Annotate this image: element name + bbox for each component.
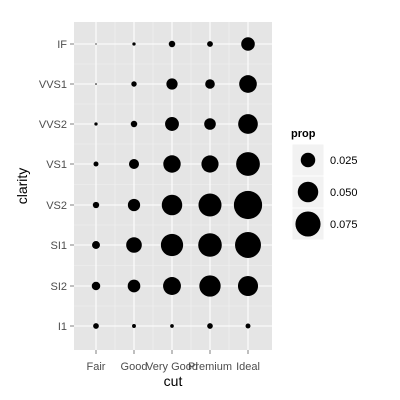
data-point (95, 43, 97, 45)
x-tick-label: Very Good (146, 361, 198, 373)
x-tick-label: Premium (188, 361, 232, 373)
data-point (163, 277, 181, 295)
data-point (166, 78, 178, 90)
data-point (131, 81, 137, 87)
data-point (132, 324, 136, 328)
legend-title: prop (291, 128, 316, 140)
legend-label: 0.025 (330, 155, 358, 167)
legend-keys: 0.025 0.050 0.075 (291, 143, 358, 241)
y-axis-ticks: I1 SI2 SI1 VS2 VS1 VVS2 VVS1 IF (39, 39, 74, 333)
y-tick-label: SI1 (50, 240, 67, 252)
data-point (161, 194, 183, 216)
data-point (93, 323, 99, 329)
data-point (238, 114, 258, 134)
y-tick-label: IF (57, 39, 67, 51)
data-point (235, 232, 261, 258)
data-point (199, 275, 221, 297)
data-point (207, 41, 213, 47)
data-point (92, 241, 100, 249)
x-tick-label: Ideal (236, 361, 260, 373)
data-point (168, 40, 176, 48)
data-point (165, 117, 179, 131)
y-tick-label: VVS2 (39, 119, 67, 131)
legend-key-point (295, 211, 321, 237)
y-tick-label: VS1 (46, 159, 67, 171)
data-point (128, 158, 140, 170)
data-point (92, 201, 100, 209)
data-point (95, 83, 97, 85)
data-point (239, 75, 257, 93)
x-axis-title: cut (164, 373, 183, 389)
data-point (205, 79, 215, 89)
data-point (94, 122, 98, 126)
legend-key-point (297, 181, 319, 203)
legend-label: 0.050 (330, 187, 358, 199)
data-point (126, 237, 142, 253)
data-point (237, 275, 259, 297)
data-point (132, 42, 136, 46)
data-point (91, 281, 101, 291)
data-point (241, 37, 255, 51)
data-point (127, 198, 141, 212)
y-tick-label: VS2 (46, 200, 67, 212)
data-point (198, 193, 222, 217)
data-point (245, 323, 251, 329)
data-point (198, 233, 222, 257)
plot-panel (74, 22, 272, 350)
data-point (160, 233, 184, 257)
data-point (201, 155, 219, 173)
x-tick-label: Good (121, 361, 148, 373)
legend-key-box (291, 175, 325, 209)
y-tick-label: I1 (58, 321, 67, 333)
data-point (233, 190, 263, 220)
data-point (93, 161, 99, 167)
data-point (204, 118, 216, 130)
data-points (91, 37, 263, 329)
data-point (130, 120, 138, 128)
y-axis-title: clarity (14, 168, 30, 205)
legend-label: 0.075 (330, 219, 358, 231)
data-point (127, 279, 141, 293)
data-point (236, 152, 260, 176)
data-point (170, 324, 174, 328)
y-tick-label: SI2 (50, 281, 67, 293)
legend-key-point (300, 152, 316, 168)
x-tick-label: Fair (87, 361, 106, 373)
data-point (163, 155, 181, 173)
legend: prop 0.025 0.050 0.075 (291, 128, 358, 241)
data-point (207, 323, 213, 329)
y-tick-label: VVS1 (39, 79, 67, 91)
